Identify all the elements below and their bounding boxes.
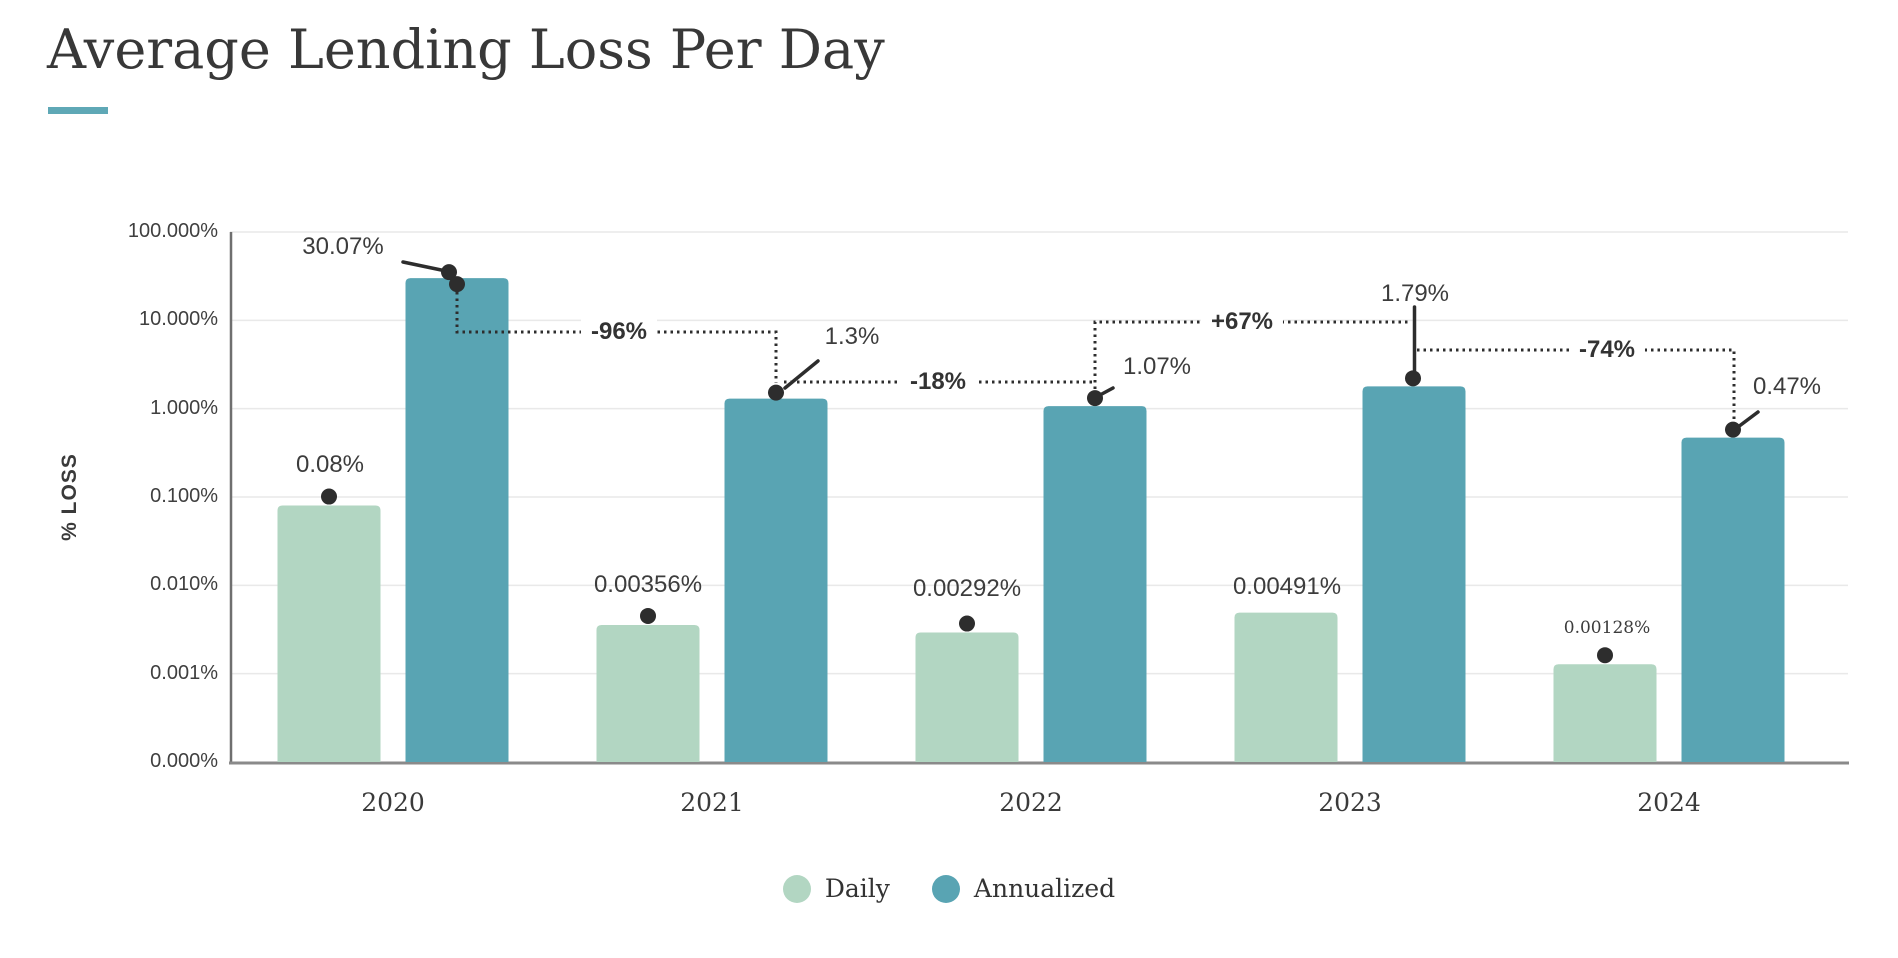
y-tick-label: 100.000% [127,220,218,242]
value-label-2024-annualized: 0.47% [1752,373,1822,400]
bar-2020-daily[interactable] [277,505,381,762]
bar-2023-annualized[interactable] [1362,386,1466,762]
change-label-2023-2024: -74% [1568,335,1646,365]
marker-dot [1725,421,1741,438]
x-tick-label-2022: 2022 [999,788,1063,817]
legend-label-annualized: Annualized [973,874,1116,903]
marker-dot [449,276,465,293]
change-connector-line [1093,320,1411,389]
legend: Daily Annualized [0,874,1898,903]
value-label-2023-annualized: 1.79% [1380,280,1450,307]
change-label-2020-2021: -96% [580,317,658,347]
bar-2024-annualized[interactable] [1681,437,1785,762]
marker-dot [1597,647,1613,664]
value-label-2020-annualized: 30.07% [302,233,384,260]
change-connector-line [1417,348,1736,421]
bar-2021-daily[interactable] [596,624,700,762]
x-tick-label-2023: 2023 [1318,788,1382,817]
marker-dot [321,488,337,505]
x-tick-label-2024: 2024 [1637,788,1701,817]
chart-title: Average Lending Loss Per Day [47,18,885,81]
annualized-swatch-icon [931,874,960,903]
bar-2022-annualized[interactable] [1043,406,1147,762]
marker-dot [1087,390,1103,407]
marker-dot [640,607,656,624]
value-label-2021-annualized: 1.3% [824,323,880,350]
bar-2024-daily[interactable] [1553,664,1657,762]
marker-dot [959,615,975,632]
legend-item-daily[interactable]: Daily [782,874,890,903]
value-label-2021-daily: 0.00356% [593,571,703,598]
y-tick-label: 0.100% [150,484,218,507]
label-pointer-line [1736,410,1760,429]
label-pointer-line [783,359,820,390]
bar-2023-daily[interactable] [1234,612,1338,762]
y-tick-label: 0.000% [150,749,218,772]
daily-swatch-icon [782,874,811,903]
legend-item-annualized[interactable]: Annualized [931,874,1116,903]
marker-dot [1405,370,1421,387]
y-tick-label: 10.000% [139,308,218,331]
marker-dot [441,264,457,281]
marker-dot [768,384,784,401]
value-label-2022-daily: 0.00292% [912,575,1022,602]
change-label-2021-2022: -18% [899,367,977,397]
y-tick-label: 0.001% [150,661,218,684]
y-tick-label: 0.010% [150,573,218,596]
value-label-2022-annualized: 1.07% [1122,353,1192,380]
bar-2022-daily[interactable] [915,632,1019,762]
change-label-2022-2023: +67% [1200,307,1284,337]
y-tick-label: 1.000% [150,396,218,419]
legend-label-daily: Daily [824,874,890,903]
bar-2020-annualized[interactable] [405,278,509,762]
label-pointer-line [1098,386,1115,397]
x-tick-label-2021: 2021 [680,788,744,817]
value-label-2024-daily: 0.00128% [1563,618,1651,638]
x-tick-label-2020: 2020 [361,788,425,817]
value-label-2023-daily: 0.00491% [1232,573,1342,600]
change-connector-line [455,292,778,383]
bar-2021-annualized[interactable] [724,398,828,762]
title-accent-bar [48,107,108,114]
value-label-2020-daily: 0.08% [295,451,365,478]
label-pointer-line [401,260,448,273]
